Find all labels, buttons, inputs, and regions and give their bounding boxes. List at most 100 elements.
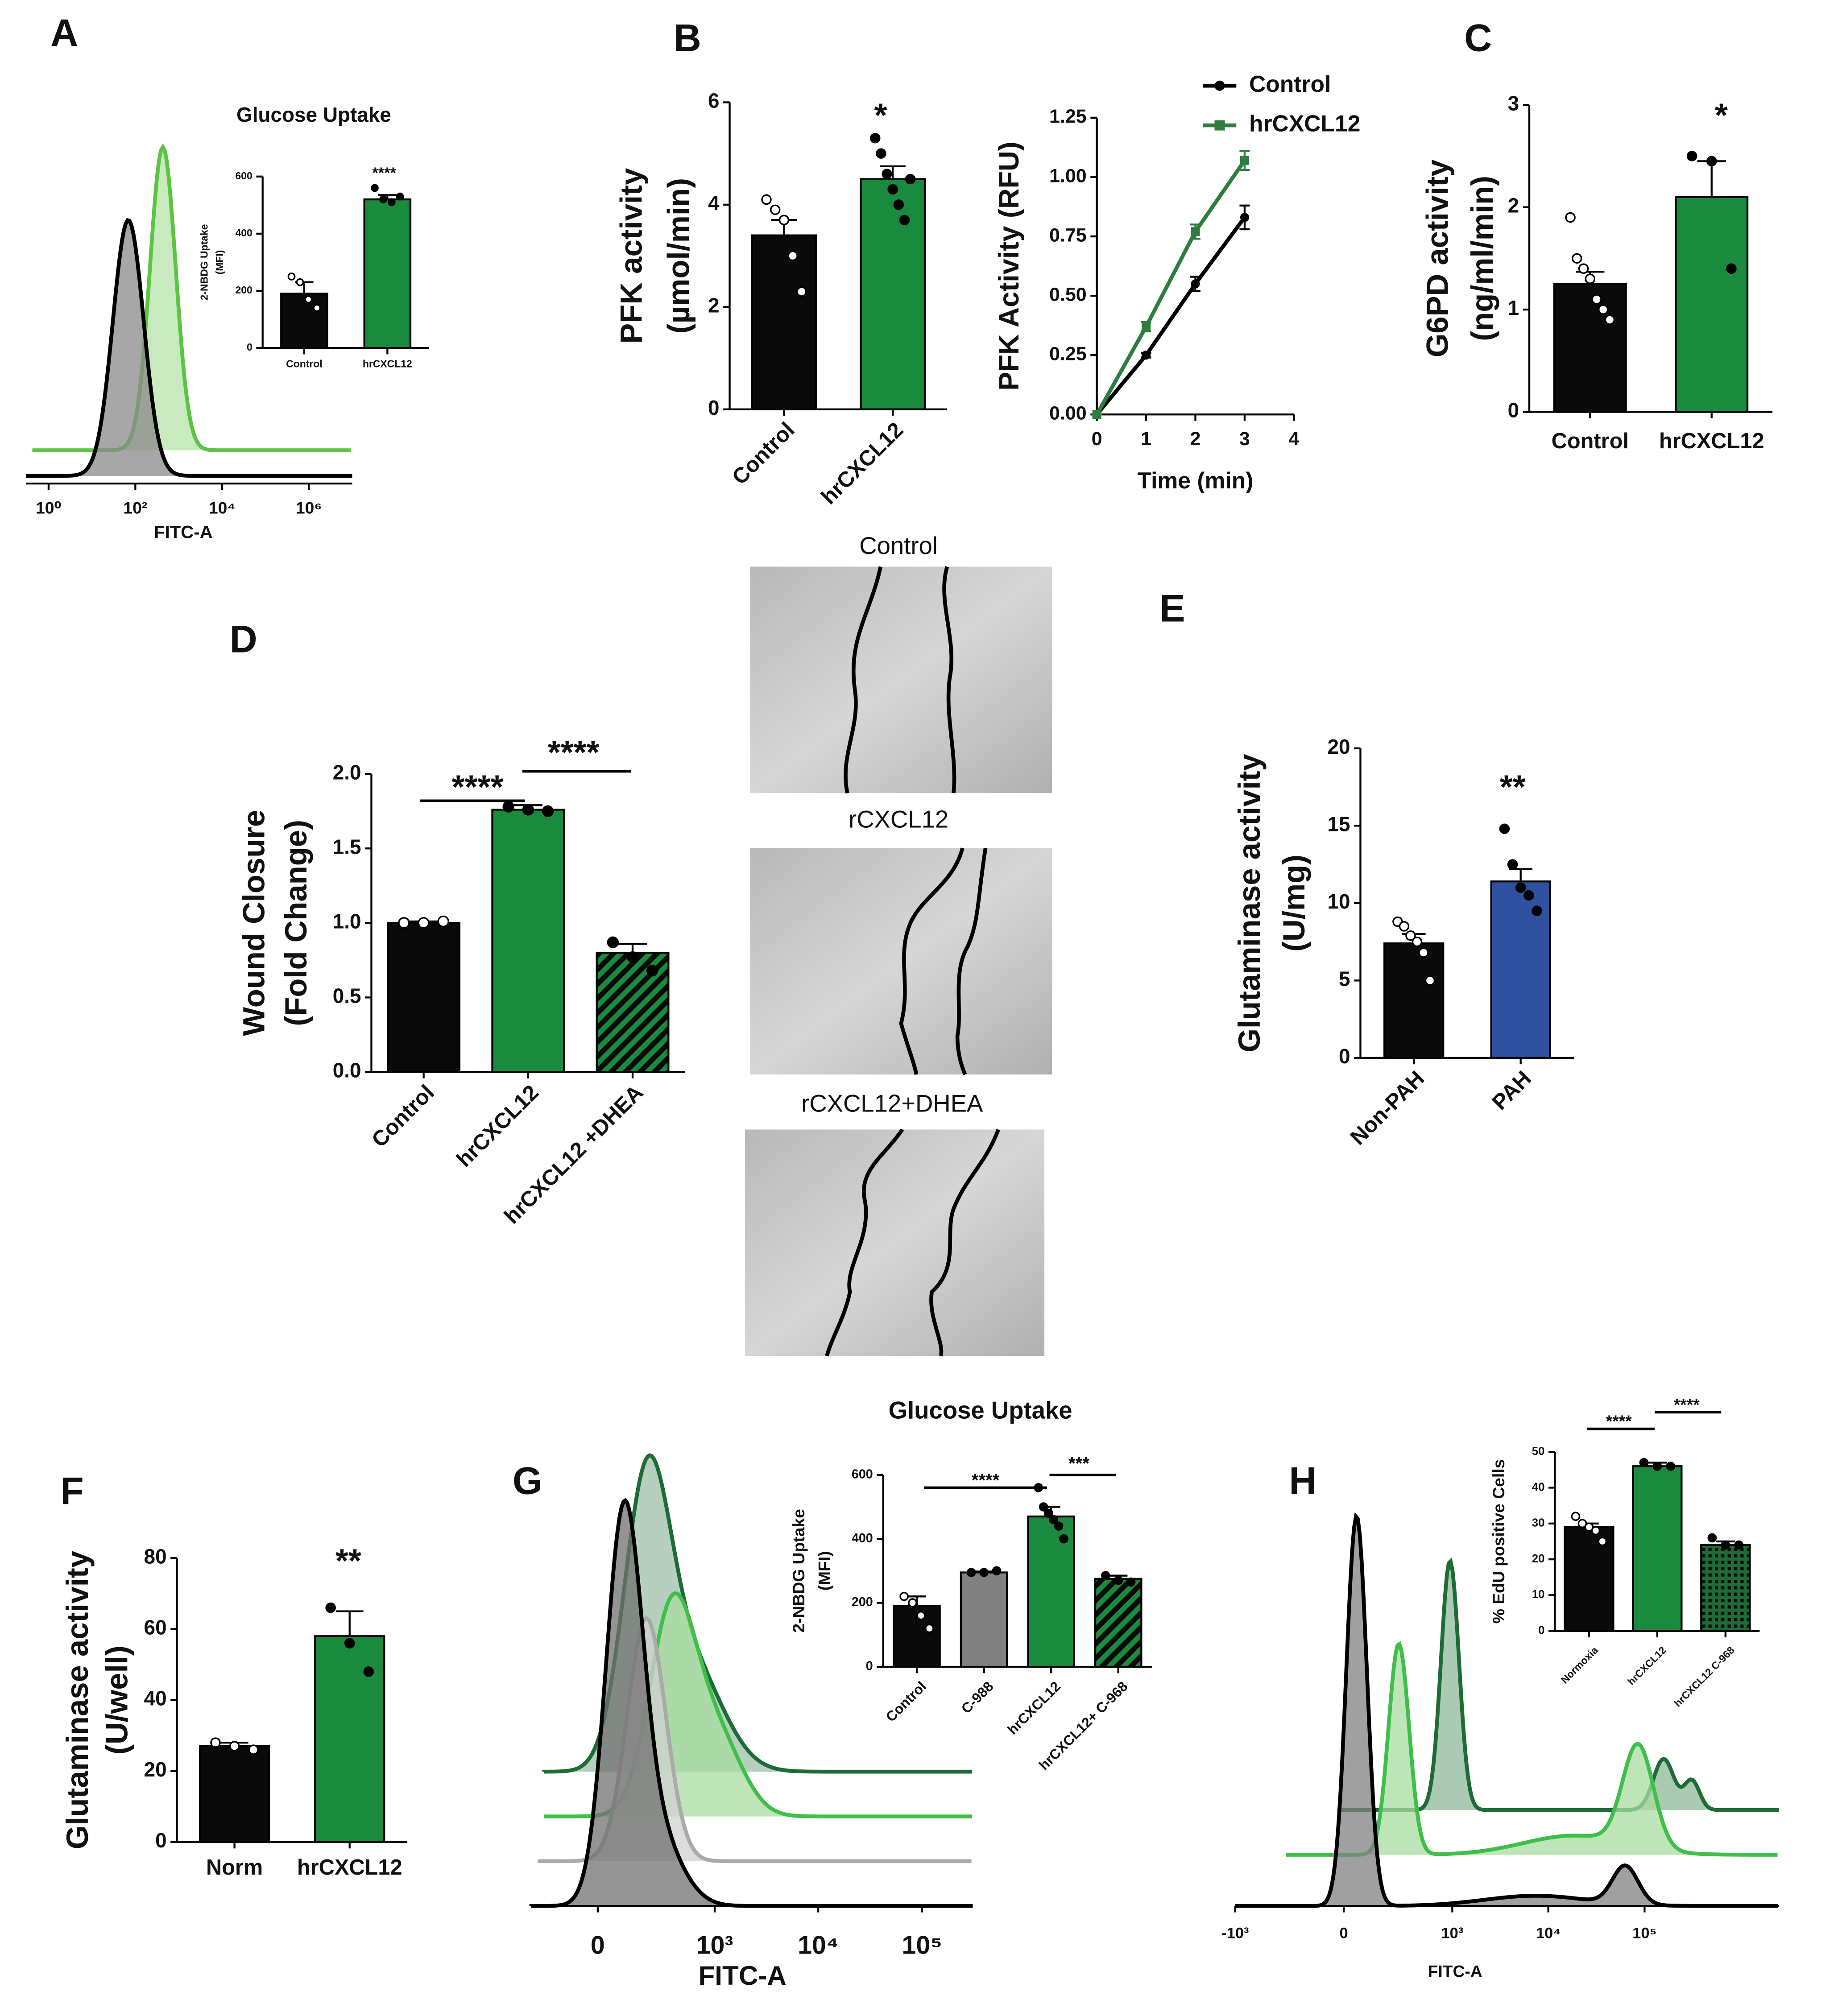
data-point xyxy=(1049,1515,1059,1524)
y-tick-label: 200 xyxy=(852,1595,873,1609)
image-label: Control xyxy=(859,532,938,559)
data-point xyxy=(992,1566,1002,1576)
error-bar xyxy=(378,194,397,200)
wound-edge xyxy=(825,1128,1000,1357)
y-tick-label: 6 xyxy=(708,89,720,112)
data-point xyxy=(1652,1461,1662,1471)
data-point xyxy=(1604,314,1615,325)
micrograph xyxy=(745,1129,1045,1356)
data-point xyxy=(437,915,449,928)
significance-label: **** xyxy=(372,165,396,182)
y-axis-label: Glutaminase activity xyxy=(1232,754,1267,1052)
image-label: rCXCL12 xyxy=(849,806,948,833)
y-tick-label: 400 xyxy=(852,1531,873,1545)
x-tick-label: hrCXCL12 xyxy=(363,358,412,369)
data-point xyxy=(1126,1577,1136,1587)
bar xyxy=(1490,880,1551,1059)
data-point xyxy=(1424,975,1436,986)
data-point xyxy=(778,215,790,226)
y-axis-label: (ng/ml/min) xyxy=(1465,176,1499,341)
y-tick-label: 4 xyxy=(708,191,720,215)
data-point xyxy=(418,917,430,929)
x-tick-label: 3 xyxy=(1239,428,1250,450)
data-point xyxy=(916,1611,926,1620)
y-tick-label: 30 xyxy=(1532,1517,1545,1529)
data-point xyxy=(1101,1571,1110,1581)
y-tick-label: 2 xyxy=(1508,194,1519,217)
x-tick-label: 10³ xyxy=(1441,1925,1464,1942)
x-tick-label: Control xyxy=(367,1080,439,1152)
x-axis-label: FITC-A xyxy=(699,1960,787,1991)
data-point xyxy=(1565,212,1576,223)
x-tick-label: 10² xyxy=(123,498,147,517)
bar xyxy=(960,1571,1008,1668)
error-bar xyxy=(1509,868,1533,882)
data-point xyxy=(870,132,881,144)
x-tick-label: Non-PAH xyxy=(1345,1066,1429,1150)
y-tick-label: 60 xyxy=(144,1616,167,1639)
data-point xyxy=(1044,1508,1053,1518)
data-point xyxy=(304,295,313,304)
y-tick-label: 1 xyxy=(1508,296,1519,319)
data-point xyxy=(1412,936,1423,947)
y-tick-label: 1.00 xyxy=(1049,165,1087,186)
data-point xyxy=(1499,823,1510,834)
y-tick-label: 600 xyxy=(852,1467,873,1481)
data-point xyxy=(287,273,296,281)
data-point xyxy=(979,1568,989,1577)
x-tick-label: Normoxia xyxy=(1559,1644,1600,1686)
panel-letter: A xyxy=(50,12,78,54)
error-bar xyxy=(335,1610,364,1636)
y-tick-label: 0 xyxy=(1508,399,1519,422)
x-tick-label: Control xyxy=(1552,429,1629,453)
chart-title: Glucose Uptake xyxy=(236,103,391,126)
x-tick-label: Norm xyxy=(206,1855,263,1880)
data-point xyxy=(1707,1533,1717,1543)
data-point xyxy=(1706,156,1717,167)
data-point xyxy=(1507,859,1518,870)
bar xyxy=(860,178,926,410)
x-tick-label: Control xyxy=(882,1678,929,1725)
image-label: rCXCL12+DHEA xyxy=(801,1090,983,1117)
data-point xyxy=(770,204,781,215)
bar xyxy=(1700,1544,1751,1632)
data-point xyxy=(542,805,554,817)
data-point xyxy=(1399,921,1410,932)
data-point xyxy=(1191,279,1200,289)
y-tick-label: 40 xyxy=(1532,1481,1545,1493)
x-tick-label: PAH xyxy=(1487,1066,1536,1115)
panel-letter: H xyxy=(1289,1460,1316,1503)
x-tick-label: hrCXCL12 xyxy=(297,1855,402,1880)
histogram-fill xyxy=(1235,1516,1779,1906)
data-point xyxy=(1092,410,1101,419)
x-tick-label: 0 xyxy=(591,1931,605,1959)
significance-label: **** xyxy=(548,734,600,771)
data-point xyxy=(876,148,886,159)
data-point xyxy=(1523,890,1534,901)
data-point xyxy=(787,250,798,261)
significance-label: **** xyxy=(452,768,504,805)
legend-label: hrCXCL12 xyxy=(1249,111,1361,136)
data-point xyxy=(396,192,404,201)
data-point xyxy=(887,184,898,195)
bar xyxy=(751,234,817,410)
histogram-trace xyxy=(26,218,352,478)
y-tick-label: 0 xyxy=(247,341,253,353)
data-point xyxy=(1639,1458,1649,1467)
y-tick-label: 0 xyxy=(1339,1045,1350,1068)
data-point xyxy=(522,804,534,816)
y-axis-label: (U/mg) xyxy=(1277,855,1311,952)
data-point xyxy=(761,194,772,205)
bar xyxy=(1383,942,1445,1059)
bar xyxy=(596,951,670,1073)
x-tick-label: 10⁴ xyxy=(209,498,236,517)
y-axis-label: (MFI) xyxy=(214,250,225,275)
data-point xyxy=(1585,273,1596,284)
significance-label: * xyxy=(874,97,887,134)
data-point xyxy=(899,1591,909,1601)
y-tick-label: 0.25 xyxy=(1049,343,1087,365)
micrograph xyxy=(750,566,1052,793)
x-tick-label: Control xyxy=(728,418,799,490)
error-bar xyxy=(1697,160,1726,197)
